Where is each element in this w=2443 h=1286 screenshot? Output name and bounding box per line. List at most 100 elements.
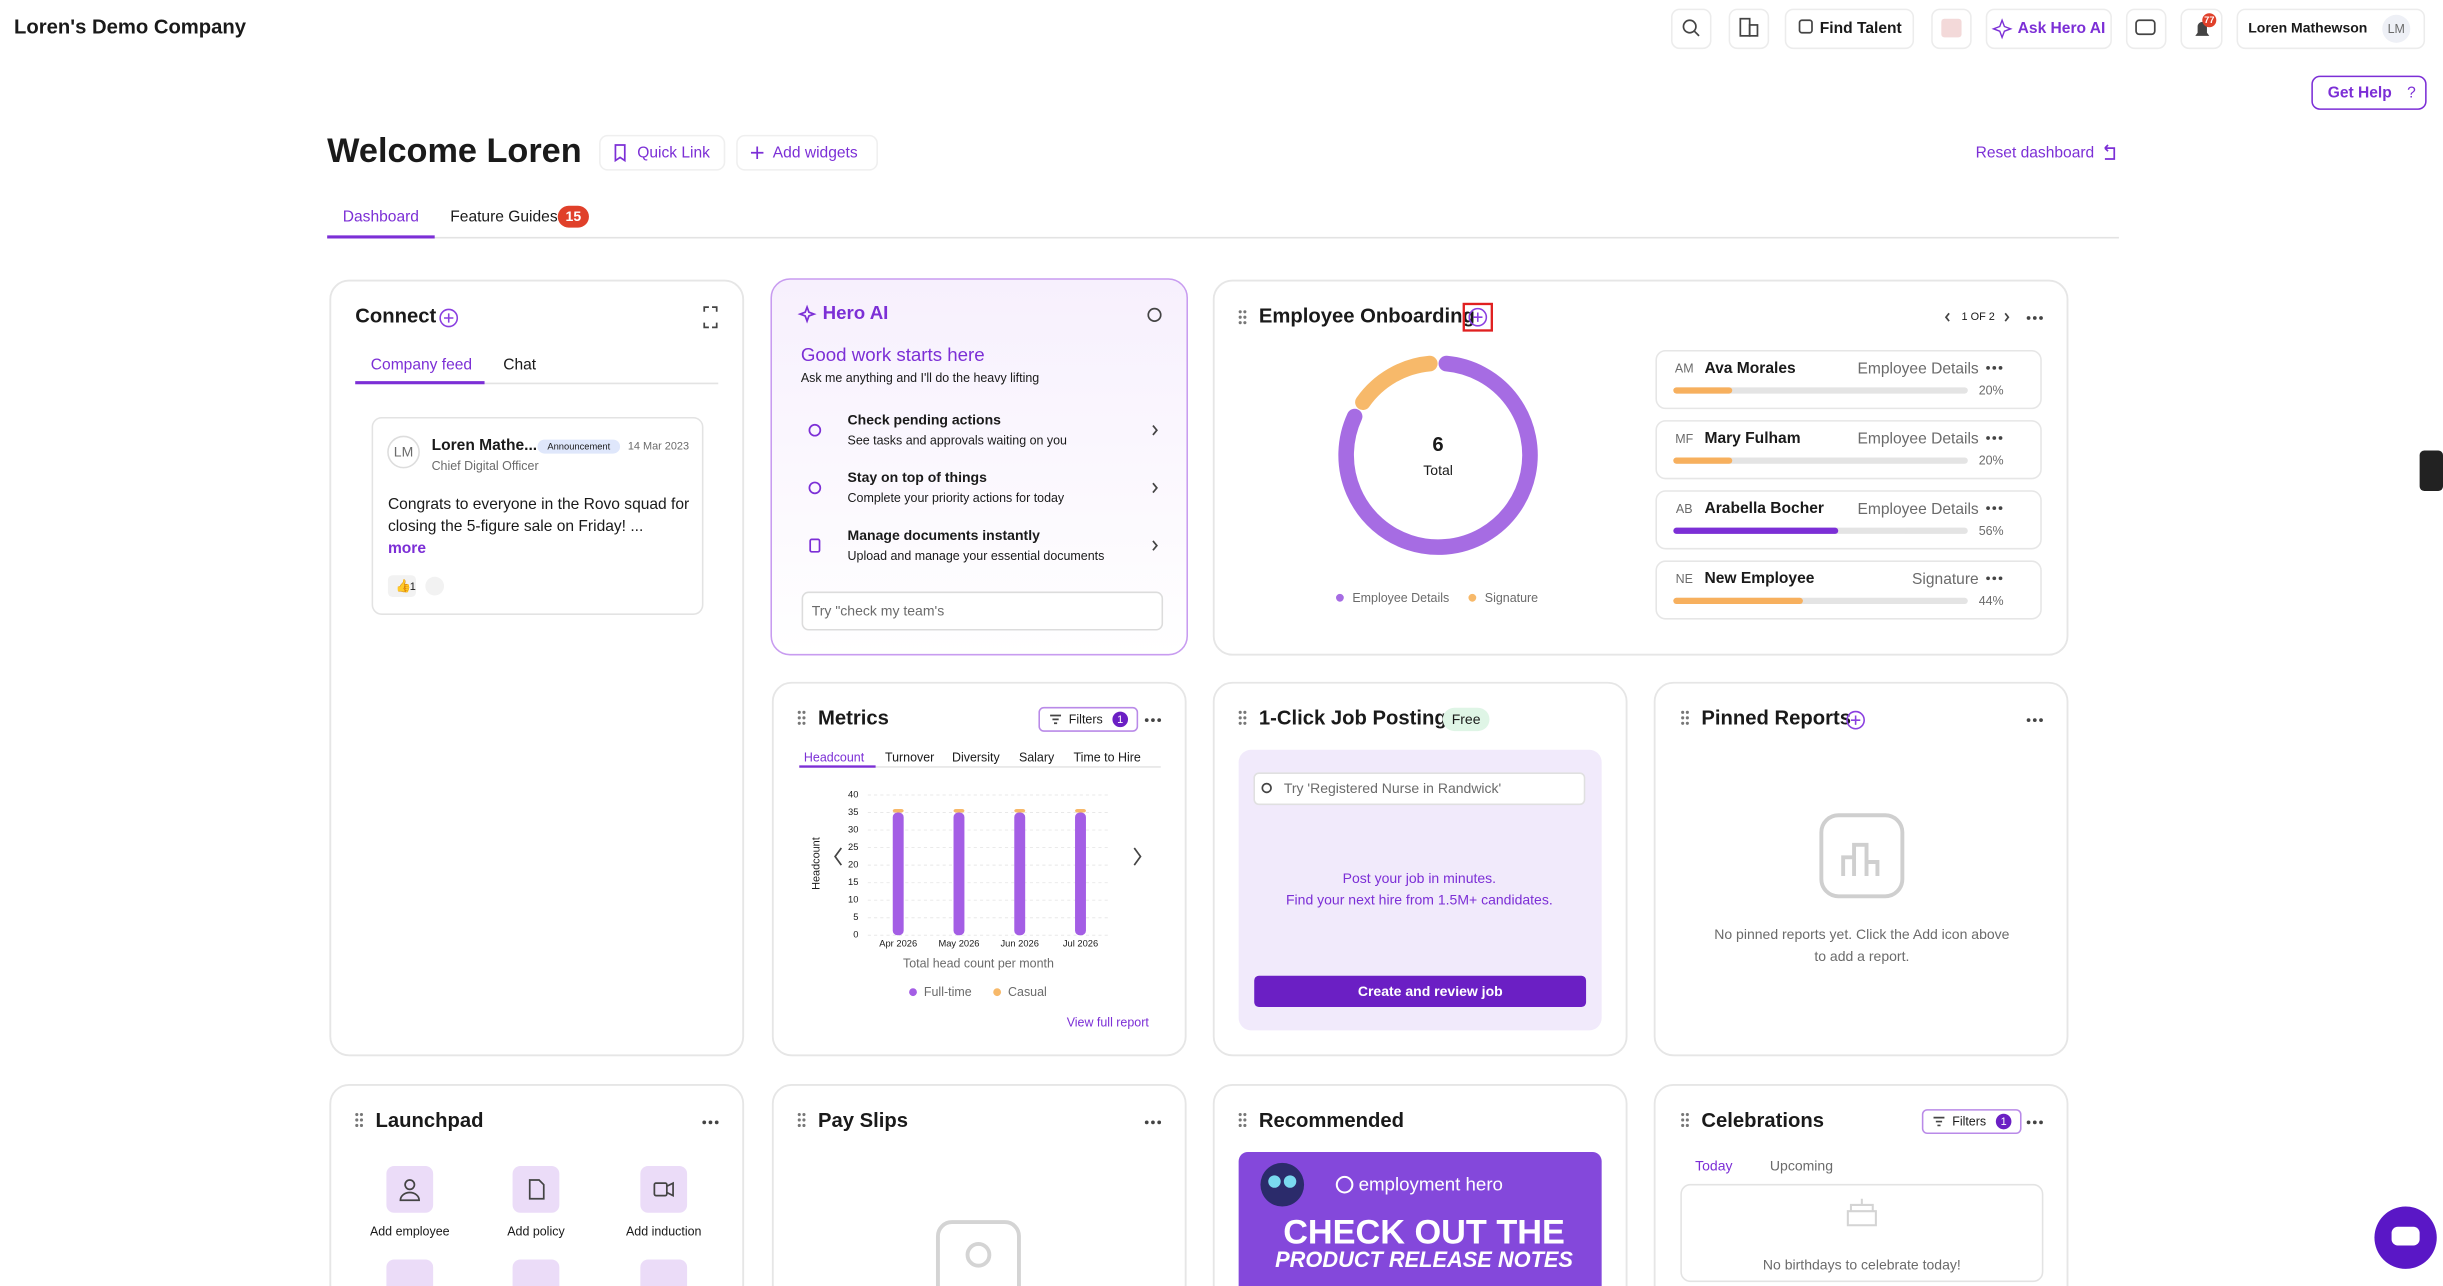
expand-icon[interactable] (703, 306, 718, 329)
action-title[interactable]: Stay on top of things (848, 469, 988, 485)
employee-initials: AM (1675, 362, 1694, 376)
tab-feature-guides[interactable]: Feature Guides (450, 209, 558, 226)
employee-card[interactable] (1655, 490, 2042, 550)
filters-count: 1 (1117, 714, 1123, 726)
progress-label: 20% (1979, 384, 2004, 398)
x-tick-label: Jun 2026 (1001, 938, 1039, 948)
job-search-input[interactable] (1253, 772, 1586, 806)
hero-ai-heading: Good work starts here (801, 344, 985, 365)
chart-prev[interactable] (834, 847, 843, 866)
chart-next[interactable] (1133, 847, 1142, 866)
tab-company-feed[interactable]: Company feed (371, 357, 472, 374)
employee-card[interactable] (1655, 349, 2042, 410)
view-full-report[interactable]: View full report (1067, 1016, 1150, 1030)
create-job-button[interactable] (1254, 975, 1587, 1007)
action-title[interactable]: Check pending actions (848, 412, 1002, 428)
y-tick-label: 35 (848, 807, 858, 817)
release-notes-banner[interactable] (1238, 1151, 1602, 1286)
more-menu[interactable] (702, 1120, 719, 1125)
tab-dashboard[interactable]: Dashboard (343, 209, 419, 226)
more-menu[interactable] (1986, 366, 2003, 370)
beta-icon (1941, 18, 1962, 38)
progress-bar (1673, 597, 1803, 605)
more-menu[interactable] (2026, 718, 2043, 723)
quick-link-button[interactable] (599, 134, 726, 171)
bar (1075, 809, 1086, 813)
progress-bar (1673, 457, 1733, 464)
tab-salary[interactable]: Salary (1019, 751, 1055, 765)
side-tab[interactable] (2419, 450, 2443, 492)
video-icon (666, 1181, 674, 1197)
launch-tile[interactable] (386, 1259, 434, 1286)
launch-tile[interactable] (512, 1259, 560, 1286)
progress-label: 20% (1979, 454, 2004, 468)
filters-count-badge (1995, 1113, 2012, 1130)
more-menu[interactable] (1144, 718, 1162, 723)
author-initials: LM (394, 444, 413, 460)
filters-button[interactable] (1038, 706, 1139, 732)
x-tick-label: Jul 2026 (1063, 938, 1098, 948)
post-body-line: closing the 5-figure sale on Friday! ... (388, 518, 643, 535)
add-widgets-button[interactable] (736, 134, 878, 171)
metrics-title: Metrics (818, 708, 889, 730)
bar (892, 809, 904, 813)
bar (953, 812, 965, 936)
action-list: Check pending actions See tasks and appr… (808, 412, 1158, 563)
hero-ai-input[interactable] (801, 591, 1164, 631)
tab-diversity[interactable]: Diversity (952, 751, 1001, 765)
create-job-label: Create and review job (1358, 983, 1503, 999)
filter-icon (1933, 1116, 1945, 1127)
more-menu[interactable] (1144, 1120, 1162, 1125)
launch-tile[interactable] (512, 1165, 560, 1213)
tab-chat[interactable]: Chat (503, 357, 537, 374)
sparkle-icon (1991, 18, 2013, 40)
launch-tile[interactable] (640, 1165, 688, 1213)
more-link[interactable]: more (388, 540, 426, 557)
active-tab-underline (327, 235, 435, 239)
cake-icon (1846, 1198, 1877, 1227)
filters-button[interactable] (1921, 1109, 2022, 1135)
tab-turnover[interactable]: Turnover (885, 751, 934, 765)
legend-label: Casual (1008, 985, 1047, 999)
employee-card[interactable] (1655, 560, 2042, 620)
tab-time-to-hire[interactable]: Time to Hire (1073, 751, 1140, 765)
get-help-button[interactable] (2311, 75, 2427, 110)
user-name: Loren Mathewson (2248, 20, 2367, 36)
add-reaction[interactable] (425, 576, 445, 596)
prev-page[interactable] (1944, 312, 1950, 322)
next-page[interactable] (2004, 312, 2010, 322)
more-menu[interactable] (1986, 576, 2003, 581)
search-icon (1682, 19, 1697, 34)
employee-card[interactable] (1655, 420, 2042, 480)
find-talent-button[interactable] (1784, 8, 1915, 50)
report-icon-bars (1841, 842, 1880, 877)
more-menu[interactable] (1986, 436, 2003, 440)
ask-hero-ai-button[interactable] (1985, 8, 2112, 50)
history-icon[interactable] (1147, 307, 1162, 322)
employee-stage: Signature (1912, 571, 1979, 588)
tab-today[interactable]: Today (1695, 1157, 1732, 1173)
progress-track (1673, 457, 1968, 464)
launch-tile[interactable] (640, 1259, 688, 1286)
active-tab-underline (355, 381, 485, 385)
launch-label: Add employee (370, 1225, 450, 1239)
employee-stage: Employee Details (1858, 361, 1979, 378)
chat-button[interactable] (2125, 8, 2167, 50)
tab-upcoming[interactable]: Upcoming (1770, 1157, 1833, 1173)
search-button[interactable] (1670, 8, 1712, 50)
y-tick-label: 20 (848, 860, 858, 870)
launch-label: Add policy (507, 1225, 565, 1239)
user-menu[interactable] (2236, 8, 2426, 50)
chevron (1152, 482, 1158, 494)
more-menu[interactable] (2026, 316, 2043, 320)
job-posting-text: Find your next hire from 1.5M+ candidate… (1286, 892, 1553, 908)
tab-badge-count: 15 (566, 208, 582, 224)
legend-swatch (1336, 593, 1344, 602)
more-menu[interactable] (2026, 1120, 2043, 1125)
connect-title: Connect (355, 306, 436, 328)
action-title[interactable]: Manage documents instantly (848, 527, 1041, 543)
reset-dashboard[interactable]: Reset dashboard (1976, 145, 2095, 162)
tab-headcount[interactable]: Headcount (804, 751, 865, 765)
more-menu[interactable] (1986, 506, 2003, 511)
reaction[interactable] (387, 575, 416, 598)
